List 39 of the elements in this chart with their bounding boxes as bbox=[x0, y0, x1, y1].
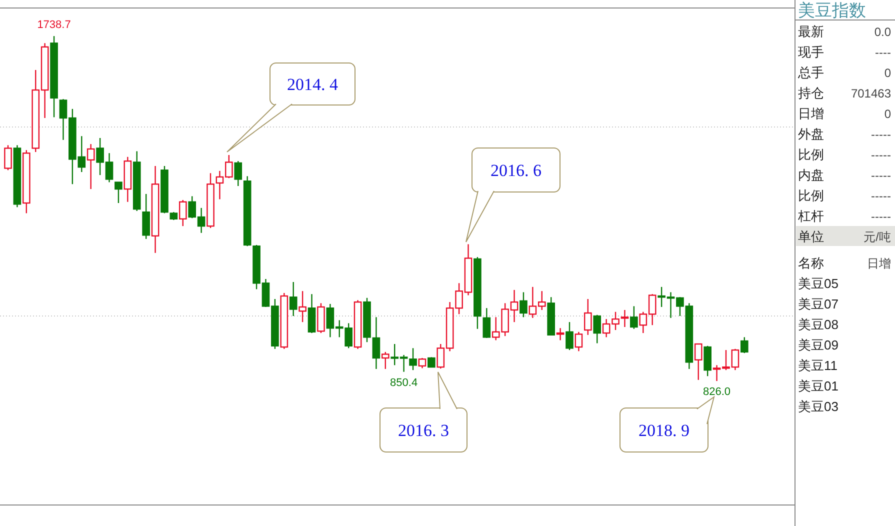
text: 美豆11 bbox=[798, 358, 838, 373]
annotation: 1738.7 bbox=[37, 19, 71, 32]
text: 日增 bbox=[867, 256, 891, 270]
text: 日增 bbox=[798, 106, 824, 121]
annotation: 850.4 bbox=[390, 376, 418, 389]
text: 名称 bbox=[798, 256, 824, 270]
text: 单位 bbox=[798, 229, 824, 244]
text: 持仓 bbox=[798, 86, 824, 100]
text: 最新 bbox=[798, 24, 824, 39]
text: 现手 bbox=[798, 44, 824, 60]
text: ----- bbox=[871, 210, 891, 224]
text: ----- bbox=[871, 189, 891, 203]
text: 701463 bbox=[850, 86, 892, 100]
text: ---- bbox=[875, 46, 892, 60]
text: 美豆01 bbox=[798, 378, 838, 394]
annotation: 2014. 4 bbox=[287, 75, 338, 94]
text: 总手 bbox=[797, 65, 824, 80]
text: 美豆07 bbox=[798, 296, 838, 312]
text: 美豆08 bbox=[798, 317, 838, 332]
text: 杠杆 bbox=[797, 208, 824, 224]
text: ----- bbox=[871, 128, 891, 142]
text: 元/吨 bbox=[864, 230, 891, 244]
annotation: 826.0 bbox=[703, 386, 731, 398]
text: 比例 bbox=[798, 147, 824, 162]
text: 0 bbox=[884, 107, 892, 121]
text: 美豆03 bbox=[798, 399, 838, 414]
annotation: 2016. 3 bbox=[398, 421, 449, 440]
text: 0.0 bbox=[874, 25, 892, 39]
text: 美豆09 bbox=[798, 338, 838, 352]
text: 0 bbox=[884, 66, 892, 80]
text: 美豆指数 bbox=[798, 1, 866, 20]
annotation: 2018. 9 bbox=[638, 421, 690, 440]
text: 外盘 bbox=[798, 126, 824, 142]
text: ----- bbox=[871, 148, 891, 162]
annotation: 2016. 6 bbox=[490, 161, 542, 180]
text: ----- bbox=[871, 168, 891, 182]
text: 比例 bbox=[798, 188, 824, 203]
text: 美豆05 bbox=[798, 276, 838, 291]
text: 内盘 bbox=[798, 168, 824, 182]
